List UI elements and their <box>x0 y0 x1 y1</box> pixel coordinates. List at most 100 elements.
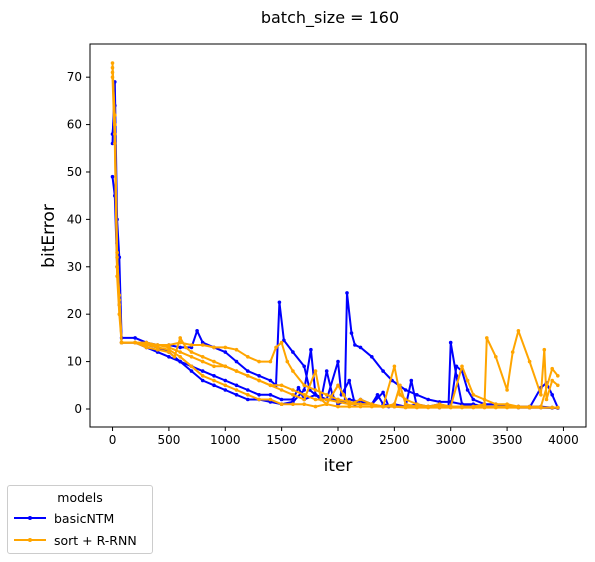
data-point-sort-rrnn <box>527 359 532 364</box>
data-point-basicntm <box>309 347 313 352</box>
data-point-basicntm <box>448 340 453 345</box>
data-point-sort-rrnn <box>291 402 295 407</box>
x-tick-label: 2000 <box>323 433 354 447</box>
legend-title: models <box>57 490 103 505</box>
data-point-sort-rrnn <box>279 402 284 407</box>
data-point-sort-rrnn <box>119 340 124 345</box>
legend-entry-basicntm: basicNTM <box>14 509 114 527</box>
data-point-sort-rrnn <box>234 369 239 373</box>
data-point-sort-rrnn <box>437 405 442 410</box>
data-point-sort-rrnn <box>246 393 250 397</box>
data-point-basicntm <box>268 393 273 397</box>
data-point-basicntm <box>282 338 286 343</box>
data-point-sort-rrnn <box>398 393 402 397</box>
data-point-sort-rrnn <box>144 343 149 347</box>
data-point-sort-rrnn <box>257 397 261 402</box>
legend-entry-sort-rrnn: sort + R-RNN <box>14 531 137 549</box>
data-point-basicntm <box>471 397 476 402</box>
data-point-sort-rrnn <box>510 350 515 354</box>
x-tick-label: 3000 <box>435 433 466 447</box>
data-point-basicntm <box>234 359 239 364</box>
data-point-basicntm <box>403 388 408 392</box>
data-point-sort-rrnn <box>392 404 397 409</box>
data-point-sort-rrnn <box>550 366 554 371</box>
data-point-basicntm <box>257 393 261 397</box>
data-point-basicntm <box>345 291 349 295</box>
series-line-sort-rrnn-run-2 <box>111 67 559 408</box>
chart-title: batch_size = 160 <box>261 8 399 28</box>
data-point-basicntm <box>223 388 228 392</box>
data-point-sort-rrnn <box>133 340 137 345</box>
data-point-sort-rrnn <box>234 388 239 392</box>
y-tick-label: 30 <box>67 260 82 274</box>
data-point-basicntm <box>200 369 205 373</box>
y-tick-label: 60 <box>67 118 82 132</box>
data-point-sort-rrnn <box>291 388 295 392</box>
data-point-basicntm <box>234 383 239 388</box>
data-point-sort-rrnn <box>324 397 329 402</box>
y-axis-ticks: 0 10 20 30 40 50 60 70 <box>67 70 90 416</box>
data-point-basicntm <box>223 378 228 383</box>
series-line-basicntm-run-1 <box>111 80 558 409</box>
data-point-sort-rrnn <box>324 402 329 407</box>
data-point-sort-rrnn <box>268 397 273 402</box>
data-point-basicntm <box>381 369 385 373</box>
data-point-sort-rrnn <box>223 364 228 369</box>
legend-swatch-sort-rrnn <box>14 538 46 542</box>
data-point-sort-rrnn <box>178 336 182 340</box>
data-point-sort-rrnn <box>246 374 250 378</box>
data-point-basicntm <box>279 397 284 402</box>
series-line-sort-rrnn-run-1 <box>111 62 559 408</box>
data-point-sort-rrnn <box>313 369 318 373</box>
data-point-sort-rrnn <box>437 402 442 407</box>
x-tick-label: 4000 <box>548 433 579 447</box>
data-point-sort-rrnn <box>556 405 560 410</box>
y-tick-label: 20 <box>67 307 82 321</box>
y-tick-label: 40 <box>67 212 82 226</box>
data-point-basicntm <box>257 374 261 378</box>
data-point-sort-rrnn <box>426 405 431 410</box>
data-point-basicntm <box>133 336 137 340</box>
legend-label-basicntm: basicNTM <box>54 510 115 526</box>
data-point-sort-rrnn <box>279 340 284 345</box>
data-point-sort-rrnn <box>505 388 509 392</box>
data-point-sort-rrnn <box>494 405 498 410</box>
x-tick-label: 2500 <box>379 433 410 447</box>
data-point-sort-rrnn <box>302 402 307 407</box>
data-point-basicntm <box>291 350 295 354</box>
data-point-basicntm <box>381 390 385 395</box>
y-tick-label: 70 <box>67 70 82 84</box>
y-axis-label: bitError <box>39 204 59 268</box>
data-point-basicntm <box>167 355 171 359</box>
data-point-sort-rrnn <box>113 113 117 117</box>
data-point-sort-rrnn <box>341 393 346 397</box>
data-point-sort-rrnn <box>460 364 464 369</box>
data-point-sort-rrnn <box>268 359 273 364</box>
data-point-sort-rrnn <box>178 355 182 359</box>
data-point-sort-rrnn <box>336 383 340 388</box>
data-point-sort-rrnn <box>465 378 470 383</box>
data-point-sort-rrnn <box>539 393 543 397</box>
data-point-sort-rrnn <box>285 359 290 364</box>
data-point-sort-rrnn <box>268 383 273 388</box>
data-point-sort-rrnn <box>274 345 278 350</box>
x-tick-label: 500 <box>157 433 180 447</box>
data-point-sort-rrnn <box>223 383 228 388</box>
data-point-sort-rrnn <box>485 336 489 340</box>
data-point-basicntm <box>110 174 115 179</box>
data-point-basicntm <box>353 343 357 347</box>
data-point-sort-rrnn <box>189 355 194 359</box>
x-axis-label: iter <box>324 456 353 476</box>
data-point-basicntm <box>268 378 273 383</box>
data-point-basicntm <box>277 300 282 305</box>
data-point-sort-rrnn <box>516 329 521 333</box>
data-point-basicntm <box>212 383 216 388</box>
x-tick-label: 3500 <box>492 433 523 447</box>
legend-label-sort-rrnn: sort + R-RNN <box>54 532 137 548</box>
data-point-sort-rrnn <box>460 405 464 410</box>
data-point-sort-rrnn <box>471 393 476 397</box>
data-point-basicntm <box>291 397 295 402</box>
data-point-sort-rrnn <box>223 345 228 350</box>
data-point-sort-rrnn <box>184 345 188 350</box>
data-point-basicntm <box>347 378 352 383</box>
